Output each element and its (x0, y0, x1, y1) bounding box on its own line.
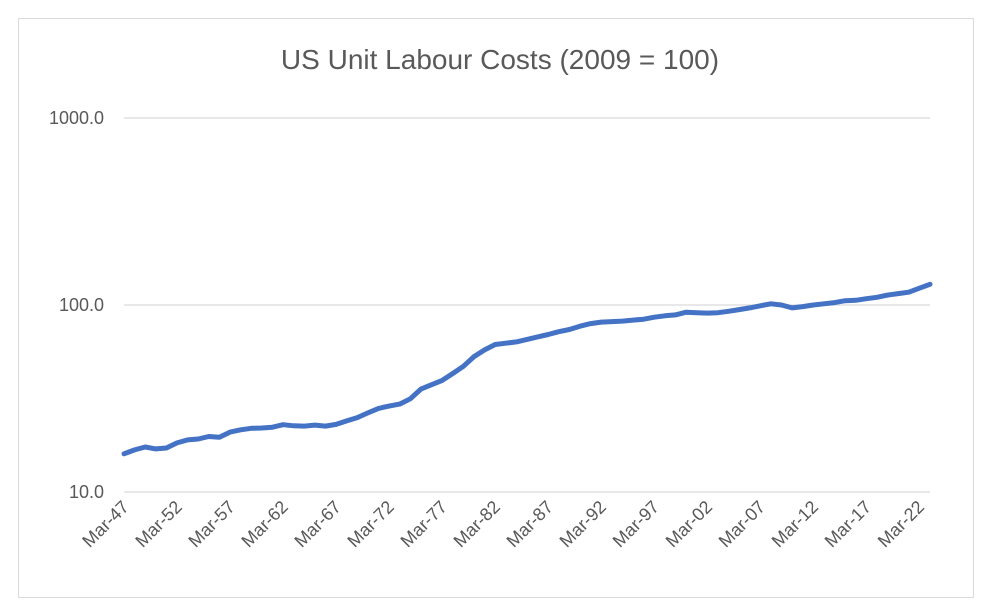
chart-frame (18, 18, 974, 598)
x-tick-label: Mar-47 (78, 497, 132, 551)
x-tick-label: Mar-57 (184, 497, 238, 551)
x-tick-label: Mar-12 (768, 497, 822, 551)
x-tick-label: Mar-02 (662, 497, 716, 551)
x-tick-label: Mar-87 (503, 497, 557, 551)
y-tick-label: 10.0 (69, 482, 104, 502)
y-tick-label: 100.0 (59, 295, 104, 315)
x-tick-label: Mar-97 (609, 497, 663, 551)
x-tick-label: Mar-72 (344, 497, 398, 551)
x-tick-label: Mar-82 (450, 497, 504, 551)
x-axis-labels: Mar-47Mar-52Mar-57Mar-62Mar-67Mar-72Mar-… (78, 497, 928, 551)
y-axis-labels: 10.0 100.0 1000.0 (49, 108, 104, 502)
y-tick-label: 1000.0 (49, 108, 104, 128)
x-tick-label: Mar-52 (131, 497, 185, 551)
chart-title: US Unit Labour Costs (2009 = 100) (280, 44, 720, 75)
x-tick-label: Mar-67 (290, 497, 344, 551)
x-tick-label: Mar-77 (397, 497, 451, 551)
x-tick-label: Mar-92 (556, 497, 610, 551)
x-tick-label: Mar-62 (237, 497, 291, 551)
x-tick-label: Mar-17 (821, 497, 875, 551)
x-tick-label: Mar-07 (715, 497, 769, 551)
x-tick-label: Mar-22 (874, 497, 928, 551)
series-line (121, 281, 933, 457)
